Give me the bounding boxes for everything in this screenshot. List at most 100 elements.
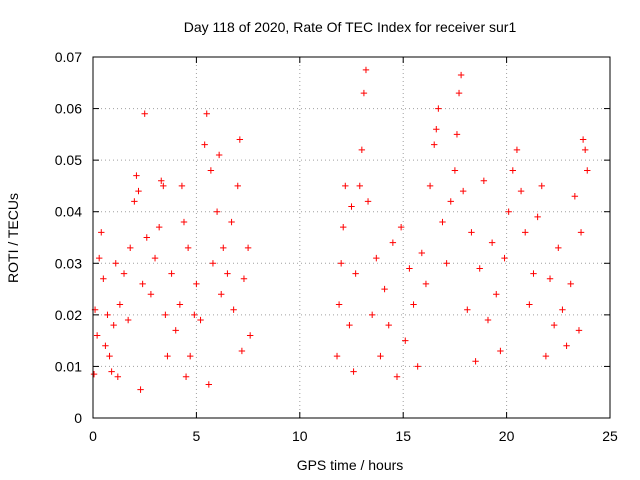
data-point <box>240 275 248 282</box>
data-point <box>220 244 227 252</box>
data-point <box>108 368 115 375</box>
x-tick-label: 10 <box>292 428 308 444</box>
data-point <box>459 187 467 195</box>
data-point <box>577 229 585 236</box>
data-point <box>393 373 401 380</box>
data-point <box>542 352 550 360</box>
data-point <box>455 89 463 97</box>
data-point <box>137 386 144 393</box>
data-point <box>236 136 244 143</box>
data-point <box>218 291 225 298</box>
data-point <box>505 208 512 215</box>
data-point <box>93 332 101 339</box>
data-point <box>414 363 421 370</box>
grid <box>93 57 610 418</box>
x-tick-label: 15 <box>395 428 411 444</box>
data-point <box>397 223 405 231</box>
data-point <box>435 105 442 112</box>
data-point <box>381 285 388 293</box>
data-point <box>501 254 508 262</box>
data-point <box>246 332 254 339</box>
data-point <box>176 301 184 308</box>
data-point <box>135 187 142 195</box>
data-point <box>193 280 200 288</box>
data-point <box>439 218 446 226</box>
data-points <box>90 66 591 393</box>
data-point <box>197 316 204 324</box>
data-point <box>385 321 392 329</box>
data-point <box>530 270 537 277</box>
data-point <box>168 270 175 277</box>
data-point <box>362 66 370 74</box>
data-point <box>337 260 345 267</box>
data-point <box>431 141 438 148</box>
data-point <box>205 381 213 388</box>
data-point <box>581 146 589 154</box>
data-point <box>178 182 186 190</box>
data-point <box>352 270 359 277</box>
x-axis-label: GPS time / hours <box>297 457 404 473</box>
data-point <box>143 234 150 241</box>
data-point <box>377 352 384 360</box>
data-point <box>98 229 105 236</box>
data-point <box>114 373 122 380</box>
data-point <box>184 244 192 252</box>
data-point <box>443 260 450 267</box>
data-point <box>201 141 208 148</box>
data-point <box>162 311 169 319</box>
data-point <box>158 177 165 184</box>
data-point <box>215 151 223 159</box>
data-point <box>579 136 587 143</box>
y-tick-labels: 0 0.01 0.02 0.03 0.04 0.05 0.06 0.07 <box>55 49 82 426</box>
data-point <box>567 280 574 288</box>
data-point <box>180 218 188 226</box>
data-point <box>464 306 471 313</box>
data-point <box>228 218 235 226</box>
data-point <box>90 370 98 378</box>
data-point <box>513 146 521 154</box>
y-tick-label: 0.05 <box>55 152 82 168</box>
data-point <box>538 182 545 190</box>
tick-marks <box>92 56 611 419</box>
data-point <box>342 182 349 190</box>
data-point <box>213 208 221 215</box>
data-point <box>164 352 171 360</box>
data-point <box>186 352 194 360</box>
data-point <box>350 368 357 375</box>
data-point <box>346 321 353 329</box>
data-point <box>131 198 138 205</box>
data-point <box>147 291 155 298</box>
data-point <box>373 254 380 262</box>
data-point <box>517 187 525 195</box>
data-point <box>550 321 558 329</box>
y-tick-label: 0 <box>74 410 82 426</box>
data-point <box>160 182 167 190</box>
data-point <box>120 270 128 277</box>
data-point <box>141 110 148 117</box>
data-point <box>497 347 504 355</box>
data-point <box>453 131 461 138</box>
data-point <box>112 260 119 267</box>
data-point <box>484 316 492 324</box>
data-point <box>191 311 198 319</box>
data-point <box>335 301 343 308</box>
data-point <box>410 301 417 308</box>
data-point <box>575 327 583 334</box>
x-tick-label: 25 <box>602 428 618 444</box>
data-point <box>571 193 579 200</box>
data-point <box>493 291 500 298</box>
data-point <box>433 126 440 133</box>
data-point <box>468 229 475 236</box>
data-point <box>402 337 409 344</box>
y-tick-label: 0.01 <box>55 358 82 374</box>
data-point <box>526 301 533 308</box>
data-point <box>534 213 541 221</box>
data-point <box>358 146 366 154</box>
y-tick-label: 0.04 <box>55 204 82 220</box>
y-tick-label: 0.06 <box>55 101 82 117</box>
data-point <box>559 306 566 313</box>
data-point <box>406 265 413 272</box>
data-point <box>182 373 190 380</box>
data-point <box>480 177 488 184</box>
